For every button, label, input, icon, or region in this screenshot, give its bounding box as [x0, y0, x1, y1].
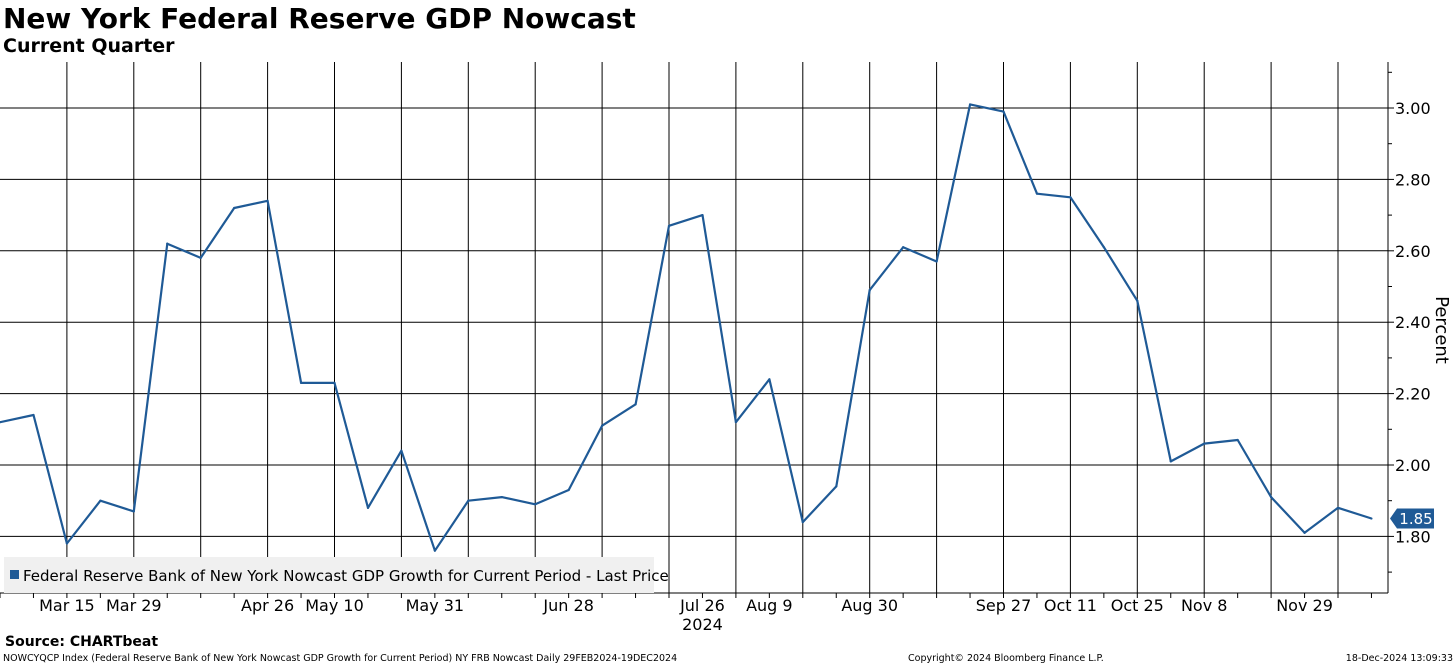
chart-subtitle: Current Quarter — [3, 35, 175, 57]
y-axis: 1.80 2.00 2.20 2.40 2.60 2.80 3.00 — [1388, 71, 1431, 573]
gridlines — [0, 62, 1388, 593]
y-tick-label: 2.60 — [1395, 242, 1431, 261]
data-point — [835, 485, 838, 488]
data-point — [634, 403, 637, 406]
x-tick-label: Aug 30 — [841, 596, 898, 615]
x-tick-label: Apr 26 — [241, 596, 294, 615]
data-point — [968, 103, 972, 106]
data-point — [132, 510, 135, 513]
data-point — [467, 499, 470, 502]
data-point — [701, 214, 704, 217]
legend-box — [4, 557, 654, 593]
data-point — [935, 260, 938, 263]
data-point — [1169, 460, 1172, 463]
legend-swatch — [10, 570, 19, 579]
data-point — [500, 496, 503, 499]
data-point — [1270, 496, 1273, 499]
data-point — [801, 521, 804, 524]
data-point — [1303, 531, 1306, 534]
data-point — [0, 421, 2, 424]
data-point — [233, 206, 236, 210]
x-tick-label: Mar 29 — [106, 596, 162, 615]
y-tick-label: 2.20 — [1395, 385, 1431, 404]
y-tick-label: 1.80 — [1395, 527, 1431, 546]
data-point — [65, 542, 68, 545]
data-point — [768, 378, 771, 381]
x-axis: Mar 15 Mar 29 Apr 26 May 10 May 31 Jun 28 Jul … — [0, 593, 1372, 615]
y-tick-label: 2.40 — [1395, 313, 1431, 332]
y-axis-title: Percent — [1431, 296, 1452, 364]
index-info: NOWCYQCP Index (Federal Reserve Bank of … — [3, 653, 678, 664]
x-tick-label: Jul 26 — [679, 596, 725, 615]
data-point — [400, 449, 403, 452]
last-value-badge — [1390, 508, 1434, 529]
legend-entry: Federal Reserve Bank of New York Nowcast… — [23, 567, 669, 585]
data-point — [99, 499, 102, 502]
x-tick-label: Sep 27 — [976, 596, 1032, 615]
data-point — [1035, 192, 1039, 195]
plot-frame — [0, 62, 1389, 594]
last-value-label: 1.85 — [1399, 510, 1432, 528]
data-point — [567, 488, 570, 492]
data-point — [266, 199, 269, 202]
x-tick-label: Nov 29 — [1276, 596, 1333, 615]
y-tick-label: 2.00 — [1395, 456, 1431, 475]
x-tick-label: Nov 8 — [1181, 596, 1228, 615]
data-point — [1102, 246, 1105, 249]
data-point — [667, 224, 671, 227]
x-tick-label: Mar 15 — [39, 596, 95, 615]
data-point — [299, 381, 303, 384]
data-point — [1236, 438, 1239, 442]
data-point — [868, 288, 871, 292]
data-point — [734, 421, 738, 424]
y-tick-label: 3.00 — [1395, 99, 1431, 118]
data-point — [1002, 110, 1005, 113]
data-point — [333, 381, 336, 384]
legend: Federal Reserve Bank of New York Nowcast… — [4, 557, 669, 593]
x-tick-label: Oct 25 — [1111, 596, 1164, 615]
data-point — [366, 506, 370, 509]
chart-title: New York Federal Reserve GDP Nowcast — [3, 2, 636, 35]
data-point — [601, 424, 604, 427]
x-tick-label: May 10 — [305, 596, 364, 615]
data-point — [1136, 299, 1139, 302]
last-value-marker: 1.85 — [1390, 508, 1434, 529]
x-tick-label: Oct 11 — [1044, 596, 1097, 615]
data-point — [1336, 506, 1340, 509]
data-point — [433, 549, 436, 552]
x-tick-label: Jun 28 — [542, 596, 593, 615]
data-point — [902, 246, 905, 249]
data-point — [1069, 196, 1072, 199]
series-layer — [0, 103, 1373, 552]
x-year-label: 2024 — [682, 615, 723, 634]
data-point — [1370, 517, 1373, 520]
series-line — [0, 103, 1372, 552]
data-point — [534, 503, 537, 506]
data-point — [199, 256, 202, 260]
data-point — [32, 413, 35, 417]
y-tick-label: 2.80 — [1395, 170, 1431, 189]
copyright: Copyright© 2024 Bloomberg Finance L.P. — [908, 653, 1104, 664]
source-note: Source: CHARTbeat — [5, 634, 159, 650]
timestamp: 18-Dec-2024 13:09:33 — [1345, 653, 1453, 664]
data-point — [1203, 442, 1206, 445]
x-tick-label: Aug 9 — [746, 596, 793, 615]
x-tick-label: May 31 — [406, 596, 465, 615]
data-point — [166, 242, 169, 245]
